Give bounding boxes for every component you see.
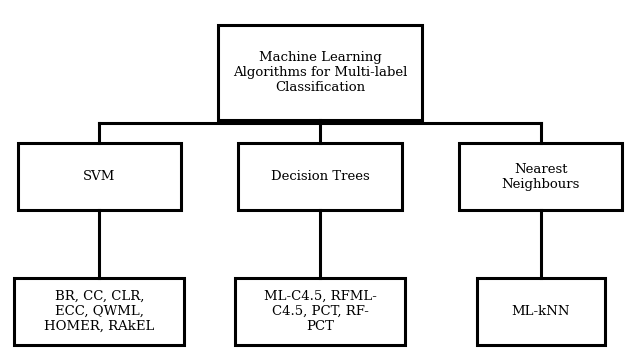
Text: SVM: SVM — [83, 170, 115, 183]
FancyBboxPatch shape — [17, 143, 180, 210]
Text: ML-C4.5, RFML-
C4.5, PCT, RF-
PCT: ML-C4.5, RFML- C4.5, PCT, RF- PCT — [264, 290, 376, 333]
FancyBboxPatch shape — [236, 277, 405, 345]
FancyBboxPatch shape — [239, 143, 402, 210]
FancyBboxPatch shape — [218, 25, 422, 120]
FancyBboxPatch shape — [477, 277, 605, 345]
Text: Nearest
Neighbours: Nearest Neighbours — [502, 163, 580, 190]
FancyBboxPatch shape — [460, 143, 622, 210]
Text: ML-kNN: ML-kNN — [511, 305, 570, 318]
Text: BR, CC, CLR,
ECC, QWML,
HOMER, RAkEL: BR, CC, CLR, ECC, QWML, HOMER, RAkEL — [44, 290, 154, 333]
Text: Decision Trees: Decision Trees — [271, 170, 369, 183]
FancyBboxPatch shape — [14, 277, 184, 345]
Text: Machine Learning
Algorithms for Multi-label
Classification: Machine Learning Algorithms for Multi-la… — [233, 51, 407, 94]
